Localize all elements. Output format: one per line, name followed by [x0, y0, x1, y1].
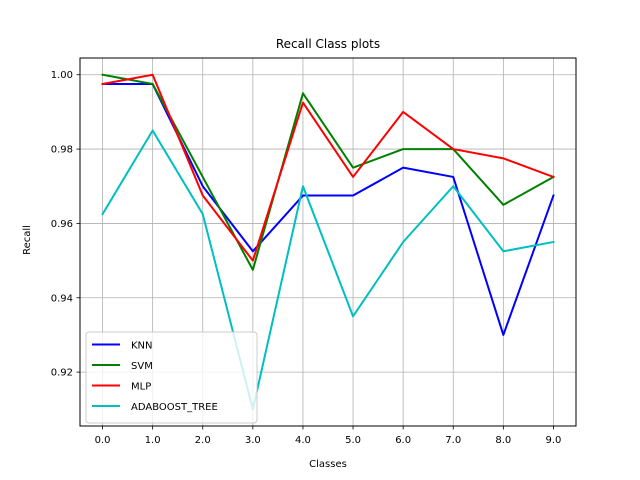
chart-title: Recall Class plots [276, 37, 380, 51]
legend-label: SVM [131, 361, 153, 372]
x-axis-label: Classes [309, 459, 347, 470]
legend-label: ADABOOST_TREE [131, 402, 218, 413]
x-tick-label: 9.0 [546, 435, 562, 446]
legend: KNN SVM MLP ADABOOST_TREE [85, 331, 258, 424]
x-tick-label: 2.0 [195, 435, 211, 446]
x-tick-label: 3.0 [245, 435, 261, 446]
x-tick-label: 1.0 [145, 435, 161, 446]
legend-label: MLP [131, 382, 151, 393]
x-tick-label: 6.0 [395, 435, 411, 446]
y-tick-label: 0.96 [51, 219, 73, 230]
x-tick-label: 0.0 [95, 435, 111, 446]
legend-label: KNN [131, 341, 153, 352]
x-tick-label: 8.0 [495, 435, 511, 446]
axis-ticks: 0.0 1.0 2.0 3.0 4.0 5.0 6.0 7.0 8.0 9.0 0.92 0.94 0.… [51, 70, 562, 446]
series-lines [101, 73, 555, 411]
x-tick-label: 7.0 [445, 435, 461, 446]
series-line-adaboost-tree [101, 129, 555, 411]
x-tick-label: 5.0 [345, 435, 361, 446]
y-tick-label: 0.92 [51, 368, 73, 379]
plot-frame [79, 57, 577, 427]
y-axis-label: Recall [22, 225, 33, 255]
series-line-svm [101, 73, 555, 271]
x-tick-label: 4.0 [295, 435, 311, 446]
y-tick-label: 1.00 [51, 70, 73, 81]
y-tick-label: 0.94 [51, 293, 73, 304]
legend-box [85, 331, 258, 424]
y-tick-label: 0.98 [51, 145, 73, 156]
series-line-mlp [101, 73, 555, 262]
